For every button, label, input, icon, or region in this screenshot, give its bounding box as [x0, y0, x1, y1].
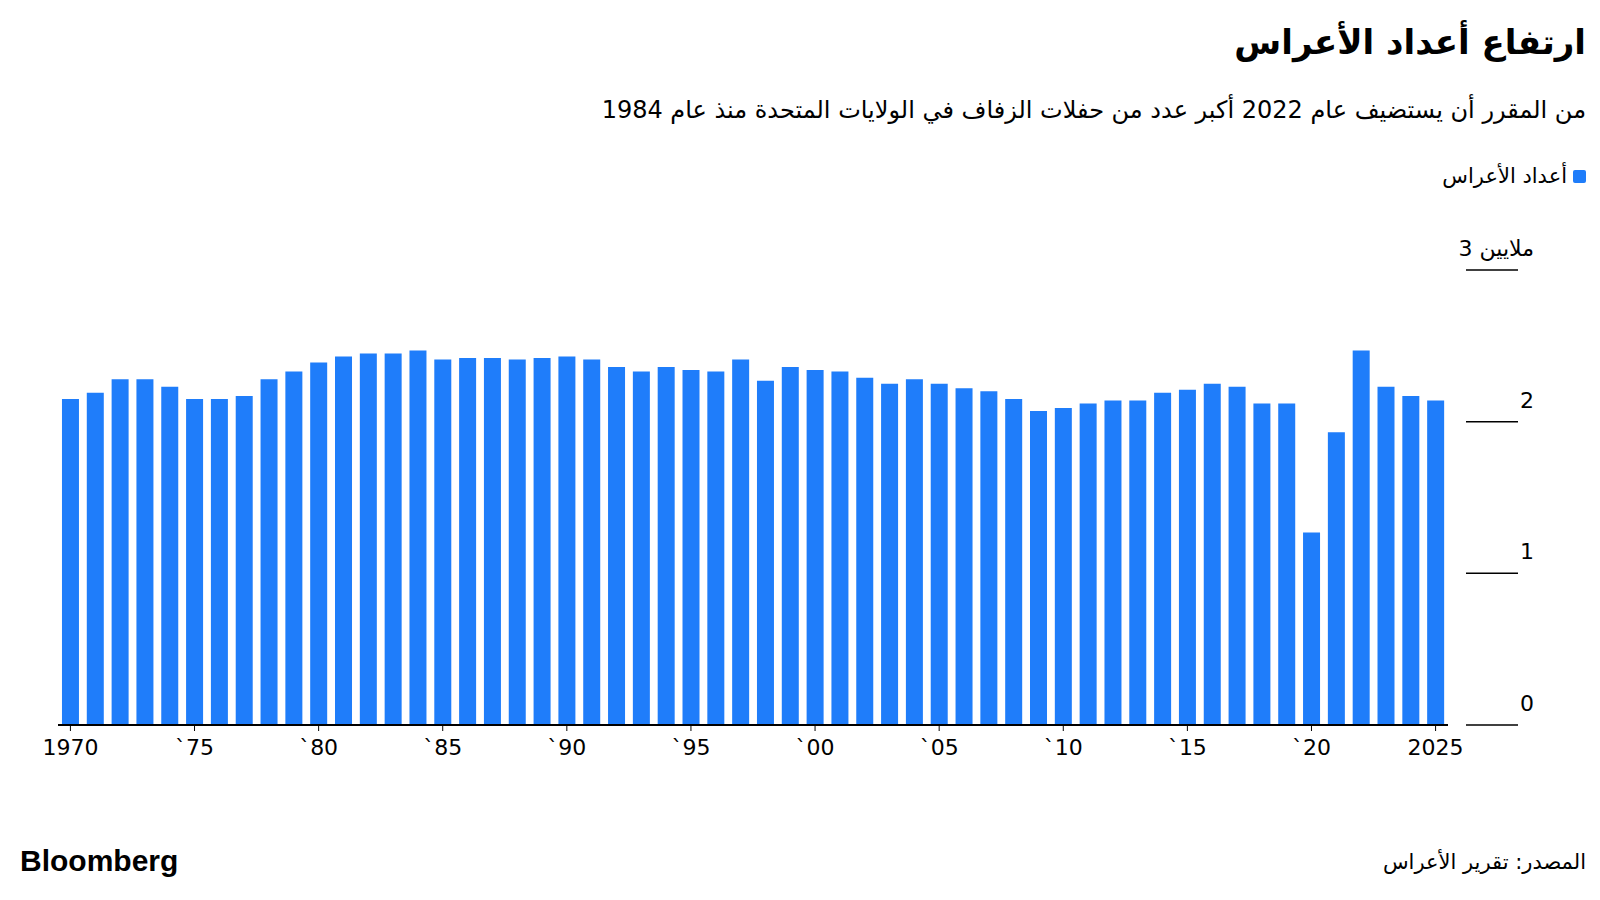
- html-text:Bloomberg: Bloomberg: [20, 844, 179, 877]
- svg-text:2: 2: [1520, 388, 1534, 413]
- svg-text:`15: `15: [1168, 735, 1207, 760]
- html-text:من المقرر أن يستضيف عام 2022 أ: من المقرر أن يستضيف عام 2022 أكبر عدد من…: [601, 96, 1586, 124]
- svg-text:`05: `05: [920, 735, 959, 760]
- svg-text:0: 0: [1520, 691, 1534, 716]
- svg-text:`75: `75: [175, 735, 214, 760]
- svg-text:`85: `85: [423, 735, 462, 760]
- svg-text:`90: `90: [547, 735, 586, 760]
- svg-text:`80: `80: [299, 735, 338, 760]
- svg-text:3 ملايين: 3 ملايين: [1459, 236, 1534, 261]
- svg-text:1: 1: [1520, 539, 1534, 564]
- html-text:أعداد الأعراس: أعداد الأعراس: [1442, 164, 1567, 188]
- svg-text:2025: 2025: [1408, 735, 1464, 760]
- svg-text:`95: `95: [671, 735, 710, 760]
- svg-text:1970: 1970: [42, 735, 98, 760]
- html-text:ارتفاع أعداد الأعراس: ارتفاع أعداد الأعراس: [1234, 22, 1586, 62]
- svg-text:`20: `20: [1292, 735, 1331, 760]
- svg-text:`10: `10: [1044, 735, 1083, 760]
- svg-text:`00: `00: [796, 735, 835, 760]
- html-text:المصدر: تقرير الأعراس: المصدر: تقرير الأعراس: [1382, 850, 1586, 874]
